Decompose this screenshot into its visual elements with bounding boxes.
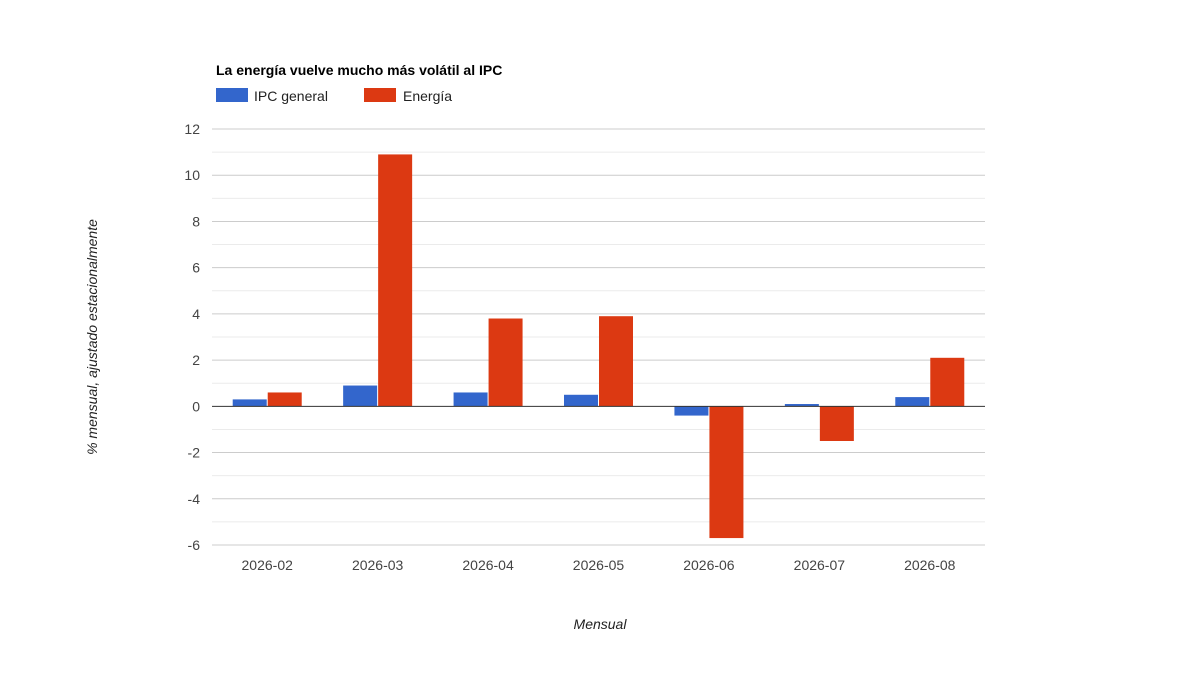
y-tick-label: 6 <box>192 260 200 276</box>
bar-ipc-general-2026-05 <box>564 394 598 407</box>
legend: IPC general Energía <box>216 88 452 104</box>
legend-swatch-ipc-general <box>216 88 248 102</box>
y-tick-label: 0 <box>192 398 200 414</box>
x-tick-label: 2026-05 <box>573 557 625 573</box>
y-tick-labels: 12 10 8 6 4 2 0 -2 -4 -6 <box>184 121 200 553</box>
x-tick-labels: 2026-02 2026-03 2026-04 2026-05 2026-06 2026-… <box>242 557 956 573</box>
y-tick-label: 4 <box>192 306 200 322</box>
x-tick-label: 2026-02 <box>242 557 294 573</box>
legend-swatch-energia <box>364 88 396 102</box>
bars <box>212 154 985 539</box>
bar-ipc-general-2026-02 <box>232 399 267 407</box>
bar-energia-2026-08 <box>930 357 965 407</box>
bar-energia-2026-03 <box>378 154 413 407</box>
legend-label-ipc-general: IPC general <box>254 88 328 104</box>
x-tick-label: 2026-06 <box>683 557 735 573</box>
y-tick-label: 2 <box>192 352 200 368</box>
bar-ipc-general-2026-04 <box>453 392 488 407</box>
gridlines <box>212 128 985 546</box>
y-tick-label: -4 <box>188 491 201 507</box>
bar-ipc-general-2026-06 <box>674 406 709 416</box>
bar-ipc-general-2026-08 <box>895 397 930 407</box>
x-tick-label: 2026-08 <box>904 557 956 573</box>
bar-energia-2026-02 <box>267 392 302 407</box>
bar-energia-2026-05 <box>599 316 633 407</box>
y-tick-label: 10 <box>184 167 200 183</box>
x-tick-label: 2026-04 <box>462 557 514 573</box>
x-tick-label: 2026-07 <box>794 557 846 573</box>
bar-energia-2026-04 <box>488 318 523 407</box>
y-tick-label: 12 <box>184 121 200 137</box>
y-tick-label: 8 <box>192 213 200 229</box>
y-axis-title: % mensual, ajustado estacionalmente <box>84 219 100 455</box>
x-tick-label: 2026-03 <box>352 557 404 573</box>
bar-ipc-general-2026-03 <box>343 385 378 407</box>
x-axis-title: Mensual <box>574 616 628 632</box>
bar-energia-2026-07 <box>819 406 854 441</box>
bar-energia-2026-06 <box>709 406 744 539</box>
bar-ipc-general-2026-07 <box>784 404 819 407</box>
y-tick-label: -2 <box>188 445 201 461</box>
chart-title: La energía vuelve mucho más volátil al I… <box>216 62 502 78</box>
legend-label-energia: Energía <box>403 88 452 104</box>
y-tick-label: -6 <box>188 537 201 553</box>
